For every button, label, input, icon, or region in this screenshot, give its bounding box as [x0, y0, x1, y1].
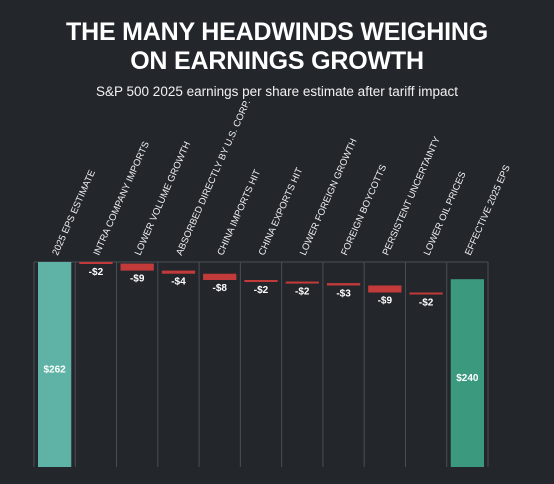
chart-subtitle: S&P 500 2025 earnings per share estimate… — [96, 84, 458, 99]
category-label: FOREIGN BOYCOTTS — [339, 163, 389, 257]
value-label: -$2 — [419, 298, 434, 309]
category-label: 2025 EPS ESTIMATE — [50, 168, 98, 257]
bar-effective-2025-eps — [450, 279, 484, 467]
value-label: -$4 — [171, 277, 186, 288]
value-label: $240 — [456, 373, 479, 384]
value-label: -$8 — [213, 283, 228, 294]
value-label: -$9 — [378, 296, 393, 307]
category-label: CHINA IMPORTS HIT — [215, 168, 263, 257]
bar-lower-foreign-growth — [285, 281, 319, 284]
value-label: -$2 — [89, 267, 104, 278]
bar-intra-company-imports — [79, 262, 113, 264]
bar-china-exports-hit — [244, 279, 278, 282]
category-label: CHINA EXPORTS HIT — [257, 166, 306, 257]
bar-lower-volume-growth — [120, 263, 154, 271]
value-label: -$9 — [130, 274, 145, 285]
chart-title-line-2: ON EARNINGS GROWTH — [130, 47, 424, 75]
category-label: LOWER OIL PRICES — [422, 170, 469, 257]
bar-2025-eps-estimate — [38, 262, 72, 467]
category-label: ABSORBED DIRECTLY BY U.S. CORP. — [174, 98, 253, 257]
value-label: -$2 — [254, 285, 269, 296]
bar-foreign-boycotts — [326, 283, 361, 286]
bar-persistent-uncertainty — [368, 285, 402, 293]
chart-title-line-1: THE MANY HEADWINDS WEIGHING — [66, 18, 488, 46]
bar-lower-oil-prices — [409, 292, 443, 295]
category-label: EFFECTIVE 2025 EPS — [463, 164, 513, 258]
bar-china-imports-hit — [203, 273, 237, 280]
value-label: -$3 — [336, 288, 351, 299]
value-label: -$2 — [295, 287, 310, 298]
chart-title: THE MANY HEADWINDS WEIGHING ON EARNINGS … — [0, 18, 554, 76]
value-label: $262 — [44, 365, 67, 376]
bar-absorbed-directly-by-u-s-corp — [161, 270, 196, 274]
